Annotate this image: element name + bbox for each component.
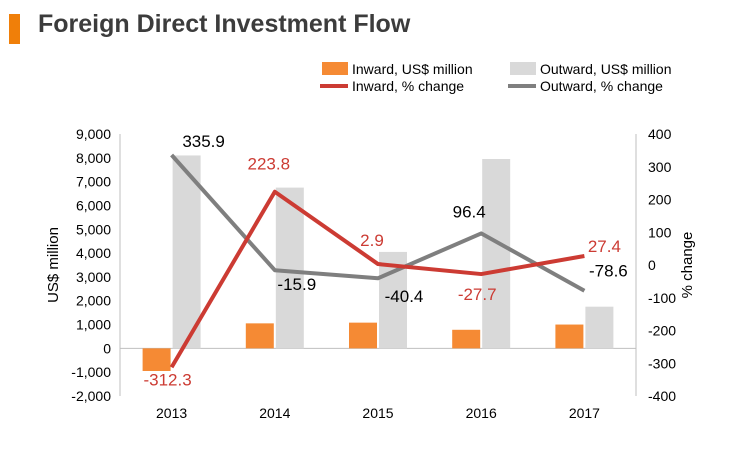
y2-tick-label: 200	[648, 192, 672, 208]
bar-inward-usd	[452, 329, 481, 349]
bar-outward-usd	[172, 155, 201, 349]
data-label-outward-pct: -40.4	[385, 287, 424, 306]
y-axis-title: US$ million	[45, 227, 62, 303]
x-tick-label: 2013	[156, 405, 187, 421]
x-tick-label: 2017	[569, 405, 600, 421]
y-tick-label: 4,000	[76, 245, 111, 261]
bar-outward-usd	[275, 187, 304, 349]
y2-axis-title: % change	[679, 232, 696, 299]
line-inward-pct	[169, 189, 585, 369]
y2-tick-label: -200	[648, 323, 676, 339]
x-tick-label: 2016	[466, 405, 497, 421]
legend-label-inward-line: Inward, % change	[352, 78, 464, 94]
y2-tick-label: -400	[648, 388, 676, 404]
legend: Inward, US$ million Outward, US$ million…	[320, 61, 672, 94]
y2-tick-label: 100	[648, 224, 672, 240]
bar-inward-usd	[142, 348, 171, 371]
y-tick-label: 9,000	[76, 126, 111, 142]
y-tick-label: 8,000	[76, 150, 111, 166]
legend-label-outward-bar: Outward, US$ million	[540, 61, 672, 77]
bar-inward-usd	[349, 322, 377, 349]
y-tick-label: -1,000	[71, 364, 111, 380]
bar-outward-usd	[585, 306, 614, 349]
line-outward-pct	[170, 153, 586, 293]
y2-tick-label: -300	[648, 355, 676, 371]
x-tick-label: 2015	[362, 405, 393, 421]
y2-tick-label: 300	[648, 159, 672, 175]
bar-inward-usd	[245, 323, 274, 349]
plot-area: 9,000 8,000 7,000 6,000 5,000 4,000 3,000 2,000…	[71, 126, 676, 421]
bar-inward-usd	[555, 324, 584, 349]
y-tick-label: 1,000	[76, 317, 111, 333]
y-tick-label: 3,000	[76, 269, 111, 285]
data-label-inward-pct: -27.7	[458, 285, 497, 304]
data-label-inward-pct: 2.9	[360, 231, 384, 250]
data-label-outward-pct: 335.9	[182, 132, 225, 151]
y2-tick-label: 0	[648, 257, 656, 273]
y-tick-label: 7,000	[76, 174, 111, 190]
data-label-outward-pct: -78.6	[589, 262, 628, 281]
title-accent-bar	[9, 14, 20, 44]
bar-outward-usd	[482, 159, 511, 349]
legend-label-outward-line: Outward, % change	[540, 78, 663, 94]
y2-tick-label: 400	[648, 126, 672, 142]
legend-label-inward-bar: Inward, US$ million	[352, 61, 473, 77]
data-label-inward-pct: -312.3	[143, 370, 191, 389]
data-label-outward-pct: -15.9	[277, 275, 316, 294]
y-tick-label: 5,000	[76, 221, 111, 237]
page-title: Foreign Direct Investment Flow	[38, 10, 411, 38]
y-tick-label: -2,000	[71, 388, 111, 404]
x-tick-label: 2014	[259, 405, 290, 421]
y-tick-label: 2,000	[76, 293, 111, 309]
legend-swatch-outward-bar	[510, 62, 536, 75]
data-label-inward-pct: 223.8	[248, 155, 291, 174]
y-tick-label: 0	[103, 340, 111, 356]
data-label-outward-pct: 96.4	[453, 202, 486, 221]
y-tick-label: 6,000	[76, 197, 111, 213]
y2-tick-label: -100	[648, 290, 676, 306]
data-label-inward-pct: 27.4	[588, 237, 621, 256]
legend-swatch-inward-bar	[322, 62, 348, 75]
